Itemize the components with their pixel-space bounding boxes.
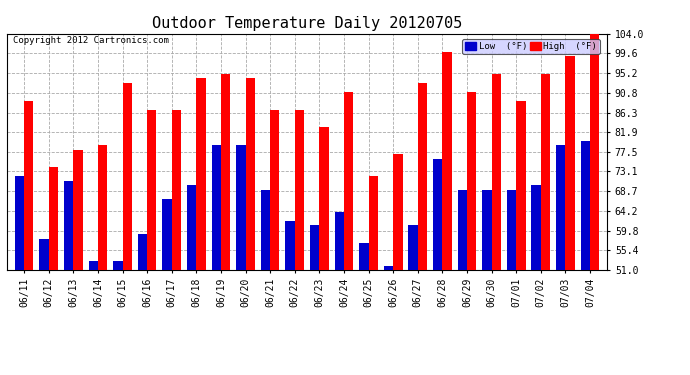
Bar: [590, 34, 600, 270]
Bar: [310, 225, 319, 270]
Bar: [49, 168, 58, 270]
Bar: [236, 145, 246, 270]
Bar: [507, 190, 516, 270]
Bar: [565, 56, 575, 270]
Bar: [221, 74, 230, 270]
Bar: [335, 212, 344, 270]
Bar: [138, 234, 147, 270]
Bar: [433, 159, 442, 270]
Legend: Low  (°F), High  (°F): Low (°F), High (°F): [462, 39, 600, 54]
Bar: [246, 78, 255, 270]
Bar: [88, 261, 98, 270]
Bar: [14, 176, 24, 270]
Bar: [408, 225, 417, 270]
Bar: [541, 74, 550, 270]
Bar: [580, 141, 590, 270]
Bar: [73, 150, 83, 270]
Bar: [98, 145, 107, 270]
Bar: [442, 52, 452, 270]
Bar: [172, 110, 181, 270]
Bar: [482, 190, 491, 270]
Bar: [344, 92, 353, 270]
Bar: [384, 266, 393, 270]
Bar: [368, 176, 378, 270]
Bar: [467, 92, 476, 270]
Bar: [393, 154, 402, 270]
Bar: [295, 110, 304, 270]
Bar: [162, 199, 172, 270]
Bar: [212, 145, 221, 270]
Bar: [24, 100, 34, 270]
Bar: [319, 128, 328, 270]
Title: Outdoor Temperature Daily 20120705: Outdoor Temperature Daily 20120705: [152, 16, 462, 31]
Bar: [516, 100, 526, 270]
Bar: [359, 243, 368, 270]
Bar: [261, 190, 270, 270]
Bar: [64, 181, 73, 270]
Text: Copyright 2012 Cartronics.com: Copyright 2012 Cartronics.com: [13, 36, 169, 45]
Bar: [531, 185, 541, 270]
Bar: [286, 221, 295, 270]
Bar: [147, 110, 157, 270]
Bar: [187, 185, 197, 270]
Bar: [270, 110, 279, 270]
Bar: [39, 239, 49, 270]
Bar: [417, 83, 427, 270]
Bar: [113, 261, 123, 270]
Bar: [556, 145, 565, 270]
Bar: [197, 78, 206, 270]
Bar: [123, 83, 132, 270]
Bar: [457, 190, 467, 270]
Bar: [491, 74, 501, 270]
